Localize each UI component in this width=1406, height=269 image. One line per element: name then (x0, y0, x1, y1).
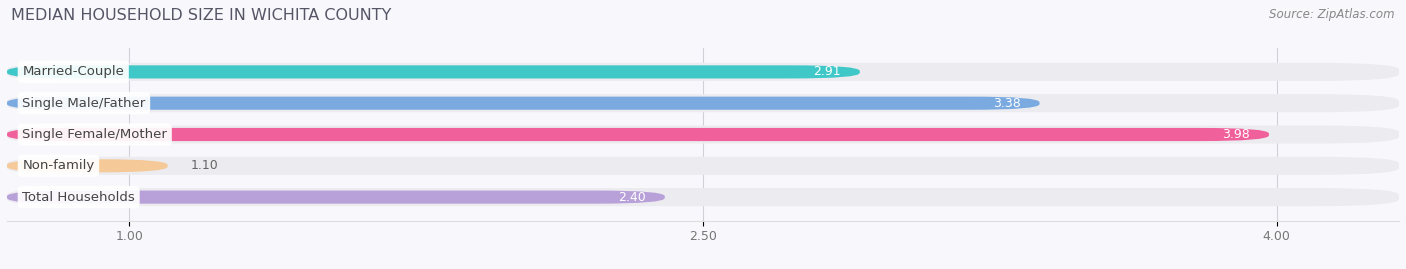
Text: Source: ZipAtlas.com: Source: ZipAtlas.com (1270, 8, 1395, 21)
Text: MEDIAN HOUSEHOLD SIZE IN WICHITA COUNTY: MEDIAN HOUSEHOLD SIZE IN WICHITA COUNTY (11, 8, 392, 23)
FancyBboxPatch shape (7, 97, 1039, 110)
FancyBboxPatch shape (7, 188, 1399, 206)
Text: 3.98: 3.98 (1222, 128, 1250, 141)
FancyBboxPatch shape (7, 157, 1399, 175)
FancyBboxPatch shape (7, 190, 665, 204)
Text: 1.10: 1.10 (191, 159, 218, 172)
Text: Single Female/Mother: Single Female/Mother (22, 128, 167, 141)
Text: Single Male/Father: Single Male/Father (22, 97, 146, 110)
FancyBboxPatch shape (7, 94, 1399, 112)
Text: Non-family: Non-family (22, 159, 94, 172)
Text: 3.38: 3.38 (993, 97, 1021, 110)
Text: Married-Couple: Married-Couple (22, 65, 124, 78)
FancyBboxPatch shape (7, 63, 1399, 81)
Text: Total Households: Total Households (22, 191, 135, 204)
FancyBboxPatch shape (7, 128, 1270, 141)
FancyBboxPatch shape (7, 65, 860, 79)
Text: 2.40: 2.40 (617, 191, 645, 204)
FancyBboxPatch shape (7, 125, 1399, 144)
FancyBboxPatch shape (7, 159, 167, 172)
Text: 2.91: 2.91 (813, 65, 841, 78)
